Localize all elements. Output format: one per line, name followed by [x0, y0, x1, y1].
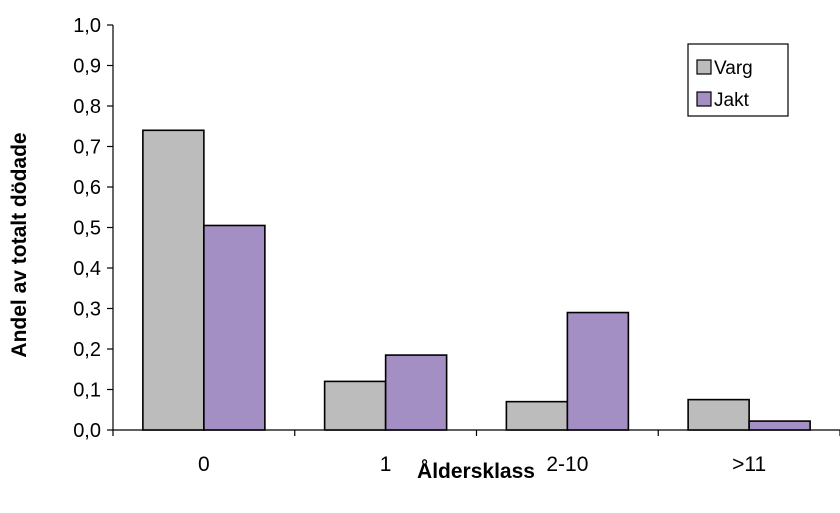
y-axis: 0,0 0,1 0,2 0,3 0,4 0,5 0,6 0,7 0,8 0,9 1,0	[73, 15, 114, 442]
bar-jakt	[203, 224, 266, 431]
y-tick-label: 0,8	[73, 96, 101, 118]
y-tick-label: 0,1	[73, 380, 101, 402]
legend: Varg Jakt	[687, 43, 789, 117]
y-tick-label: 0,0	[73, 420, 101, 442]
y-tick-label: 0,2	[73, 339, 101, 361]
bar-jakt	[748, 420, 811, 431]
x-tick-label: 2-10	[546, 453, 588, 476]
x-tick-label: >11	[732, 453, 766, 476]
y-tick-label: 0,5	[73, 218, 101, 240]
y-axis-title: Andel av totalt dödade	[8, 132, 31, 357]
legend-swatch	[696, 59, 712, 75]
bar-jakt	[566, 311, 630, 431]
x-tick-label: 0	[198, 453, 210, 476]
legend-label: Jakt	[714, 90, 750, 111]
y-tick-label: 0,7	[73, 137, 101, 159]
bars	[142, 129, 811, 431]
bar-jakt	[384, 354, 448, 431]
bar-varg	[505, 400, 569, 431]
y-tick-label: 0,4	[73, 258, 101, 280]
bar-varg	[323, 380, 387, 431]
legend-label: Varg	[714, 58, 753, 79]
x-tick-label: 1	[380, 453, 392, 476]
legend-swatch	[696, 91, 712, 107]
y-tick-label: 0,3	[73, 299, 101, 321]
x-axis-title: Åldersklass	[417, 459, 535, 483]
bar-varg	[142, 129, 205, 431]
y-tick-label: 1,0	[73, 15, 101, 37]
y-tick-label: 0,9	[73, 56, 101, 78]
y-tick-label: 0,6	[73, 177, 101, 199]
bar-varg	[687, 398, 750, 431]
